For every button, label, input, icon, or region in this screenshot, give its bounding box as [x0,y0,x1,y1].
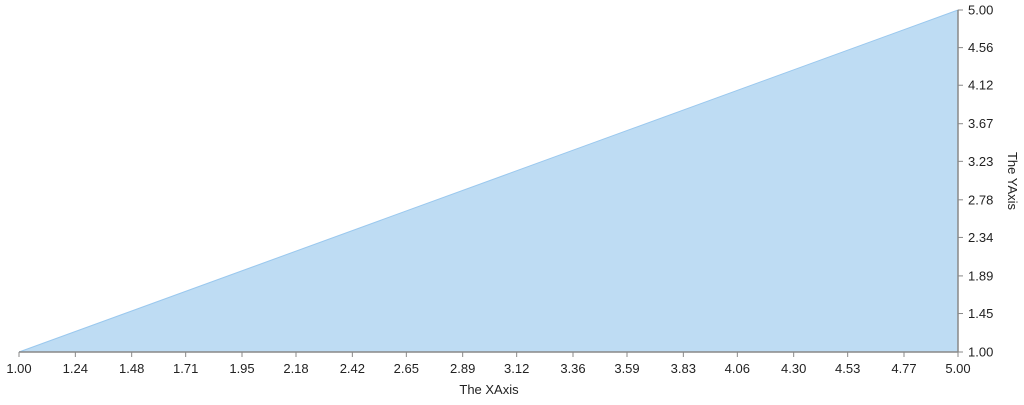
x-tick-label: 3.83 [671,361,696,376]
x-tick-label: 2.89 [450,361,475,376]
x-axis: 1.00 1.24 1.48 1.71 1.95 2.18 2.42 2.65 2.89 3.12… [6,351,971,376]
x-tick-label: 2.42 [340,361,365,376]
y-axis: 1.00 1.45 1.89 2.34 2.78 3.23 3.67 4.12 4.56 5.00 [957,3,993,360]
y-axis-label: The YAxis [1005,152,1020,211]
x-tick-label: 4.53 [835,361,860,376]
y-tick-label: 1.89 [968,268,993,283]
x-tick-label: 1.95 [229,361,254,376]
y-tick-label: 2.34 [968,230,993,245]
area-line [18,9,959,353]
y-tick-label: 1.00 [968,345,993,360]
x-tick-label: 3.12 [504,361,529,376]
x-tick-label: 1.48 [119,361,144,376]
x-tick-label: 1.71 [173,361,198,376]
y-tick-label: 2.78 [968,192,993,207]
plot-area [18,9,959,353]
x-tick-label: 3.36 [560,361,585,376]
y-tick-label: 5.00 [968,3,993,18]
y-tick-label: 3.67 [968,116,993,131]
y-tick-label: 1.45 [968,306,993,321]
x-tick-label: 4.77 [891,361,916,376]
y-tick-label: 4.56 [968,40,993,55]
x-axis-label: The XAxis [459,382,519,397]
x-tick-label: 4.06 [725,361,750,376]
y-tick-label: 3.23 [968,154,993,169]
x-tick-label: 5.00 [945,361,970,376]
x-tick-label: 1.24 [63,361,88,376]
x-tick-label: 3.59 [614,361,639,376]
x-tick-label: 2.65 [394,361,419,376]
x-tick-label: 2.18 [283,361,308,376]
x-tick-label: 1.00 [6,361,31,376]
y-tick-label: 4.12 [968,78,993,93]
x-tick-label: 4.30 [781,361,806,376]
